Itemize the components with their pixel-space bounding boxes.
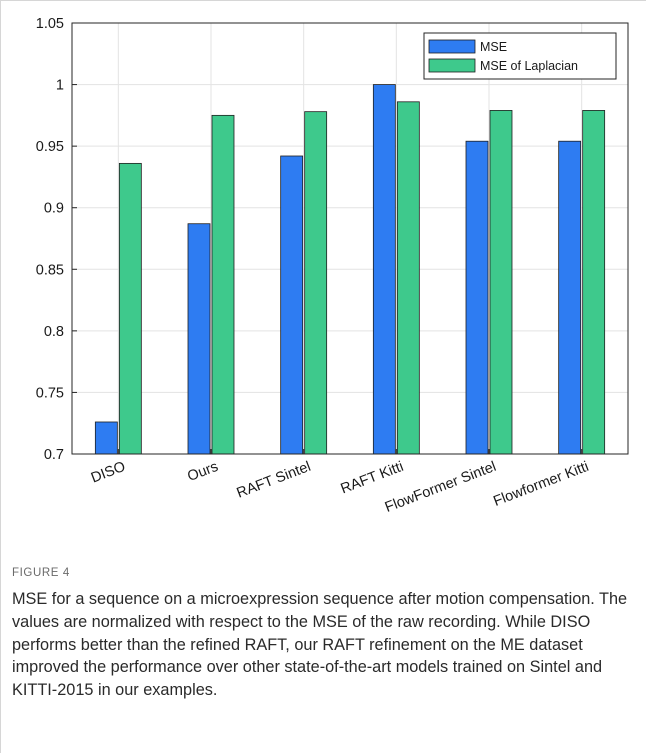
bar-mse-laplacian <box>396 101 420 455</box>
bars <box>94 84 606 455</box>
bar-mse-laplacian <box>211 114 235 455</box>
figure-caption: MSE for a sequence on a microexpression … <box>12 590 628 700</box>
y-tick-label: 0.9 <box>44 201 64 217</box>
x-tick-label: Flowformer Kitti <box>491 459 591 510</box>
bar-mse <box>94 421 118 455</box>
bar-mse-laplacian <box>489 110 513 455</box>
bar-mse <box>372 84 396 455</box>
y-tick-label: 1 <box>56 78 64 94</box>
bar-mse-laplacian <box>582 110 606 455</box>
legend-label: MSE of Laplacian <box>480 59 578 73</box>
y-tick-label: 1.05 <box>36 16 64 32</box>
y-tick-label: 0.8 <box>44 324 64 340</box>
x-tick-label: Ours <box>185 459 220 485</box>
legend-label: MSE <box>480 40 507 54</box>
bar-mse <box>187 223 211 455</box>
grid-lines <box>72 22 628 455</box>
x-tick-label: DISO <box>89 459 128 487</box>
figure-label: FIGURE 4 <box>12 567 70 579</box>
bar-mse <box>558 140 582 455</box>
bar-mse <box>280 155 304 455</box>
y-tick-label: 0.7 <box>44 447 64 463</box>
y-tick-label: 0.75 <box>36 385 64 401</box>
legend-swatch <box>428 58 476 73</box>
y-tick-label: 0.85 <box>36 262 64 278</box>
legend: MSE MSE of Laplacian <box>423 32 617 80</box>
x-tick-label: RAFT Sintel <box>235 459 313 502</box>
x-tick-label: RAFT Kitti <box>339 459 406 498</box>
bar-mse <box>465 140 489 455</box>
plot-area-border <box>71 22 629 455</box>
bar-mse-laplacian <box>118 162 142 455</box>
legend-swatch <box>428 39 476 54</box>
y-tick-label: 0.95 <box>36 139 64 155</box>
x-axis: DISO Ours RAFT Sintel RAFT KittiFlowFormer … <box>89 449 591 516</box>
bar-chart: 0.7 0.75 0.8 0.85 0.9 0.95 1 1.05 DISO Ours RAFT … <box>36 16 629 516</box>
bar-mse-laplacian <box>304 111 328 455</box>
y-axis: 0.7 0.75 0.8 0.85 0.9 0.95 1 1.05 <box>36 16 77 463</box>
